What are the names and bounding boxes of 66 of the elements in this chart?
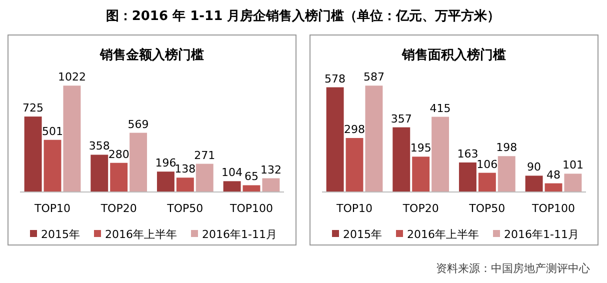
text: 图：2016 年 1-11 月房企销售入榜门槛（单位：亿元、万平方米） (106, 8, 500, 24)
data-label: 198 (496, 141, 518, 154)
data-label: 569 (128, 118, 149, 131)
legend-label: 2015年 (41, 228, 80, 241)
chart-title: 销售面积入榜门槛 (401, 47, 506, 63)
bar (223, 181, 241, 192)
bar (458, 162, 476, 192)
chart-title: 销售金额入榜门槛 (99, 47, 204, 63)
data-label: 501 (42, 124, 64, 138)
x-tick-label: TOP50 (166, 202, 204, 215)
bar (564, 174, 582, 192)
legend-label: 2016年1-11月 (504, 228, 579, 241)
bar (196, 164, 214, 192)
data-label: 106 (476, 158, 498, 171)
bar (412, 156, 430, 192)
bar (24, 116, 42, 192)
data-label: 195 (410, 142, 432, 155)
bar (525, 176, 543, 192)
bar (176, 178, 194, 192)
bar (262, 178, 280, 192)
legend-label: 2016年1-11月 (202, 228, 277, 241)
bar (326, 87, 344, 192)
data-label: 90 (527, 160, 542, 174)
data-label: 132 (260, 163, 282, 176)
bar (44, 140, 62, 192)
legend-label: 2015年 (343, 228, 382, 241)
data-label: 358 (88, 140, 110, 153)
x-tick-label: TOP20 (402, 202, 439, 215)
bar (90, 154, 108, 192)
bar (478, 172, 496, 192)
bar (130, 132, 148, 192)
data-label: 101 (562, 158, 584, 172)
data-label: 578 (324, 72, 346, 86)
x-tick-label: TOP10 (335, 202, 373, 215)
bar (110, 162, 128, 192)
x-tick-label: TOP10 (33, 202, 71, 215)
data-label: 298 (344, 123, 366, 136)
x-tick-label: TOP100 (228, 202, 274, 215)
legend-label: 2016年上半年 (105, 228, 177, 241)
bar (498, 156, 516, 192)
x-tick-label: TOP100 (530, 202, 576, 215)
bar (346, 138, 364, 192)
data-label: 271 (194, 148, 216, 162)
text: 资料来源：中国房地产测评中心 (436, 262, 590, 275)
data-label: 48 (546, 168, 560, 182)
data-label: 104 (222, 166, 243, 180)
bar (63, 86, 81, 192)
data-label: 163 (457, 147, 478, 160)
bar (242, 185, 260, 192)
data-label: 587 (363, 70, 384, 84)
data-label: 65 (244, 170, 258, 184)
data-label: 196 (155, 156, 176, 170)
bar (156, 172, 174, 192)
bar (432, 116, 450, 192)
data-label: 1022 (58, 70, 86, 84)
legend-label: 2016年上半年 (407, 228, 479, 241)
data-label: 725 (22, 102, 44, 115)
bar (365, 86, 383, 192)
data-label: 357 (390, 112, 412, 126)
bar (544, 183, 562, 192)
x-tick-label: TOP50 (468, 202, 506, 215)
bar (392, 127, 410, 192)
x-tick-label: TOP20 (100, 202, 137, 215)
data-label: 138 (174, 162, 196, 176)
data-label: 280 (108, 148, 130, 161)
data-label: 415 (430, 102, 451, 115)
